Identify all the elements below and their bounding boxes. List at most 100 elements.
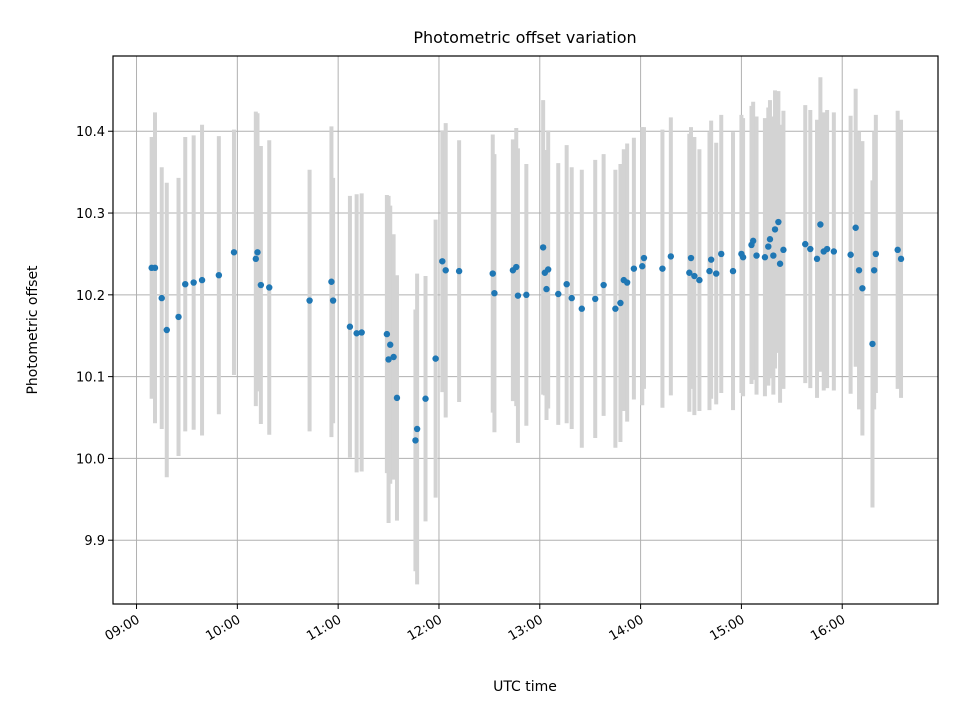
data-point — [855, 267, 863, 274]
data-point — [252, 255, 260, 263]
data-point — [852, 224, 859, 231]
data-point — [766, 236, 774, 243]
data-point — [514, 292, 522, 299]
data-point — [568, 294, 575, 302]
data-point — [592, 295, 599, 303]
data-point — [770, 252, 777, 259]
data-point — [555, 290, 562, 298]
data-point — [617, 299, 624, 307]
data-point — [393, 394, 401, 402]
data-point — [163, 326, 170, 334]
data-point — [230, 249, 238, 256]
data-point — [563, 280, 570, 288]
data-point — [640, 254, 648, 262]
data-point — [266, 284, 273, 291]
y-tick-label: 10.3 — [76, 207, 105, 222]
plot-frame — [112, 55, 939, 605]
data-point — [215, 272, 223, 279]
data-point — [869, 340, 876, 348]
data-point — [306, 297, 313, 304]
chart-title: Photometric offset variation — [413, 28, 636, 47]
data-point — [329, 297, 337, 304]
data-point — [182, 280, 189, 288]
data-point — [543, 285, 550, 293]
y-tick-label: 10.0 — [76, 452, 105, 467]
data-point — [776, 260, 784, 267]
data-point — [870, 267, 878, 274]
data-point — [696, 276, 703, 284]
y-tick-label: 10.2 — [76, 289, 105, 304]
data-point — [749, 237, 757, 245]
data-point — [175, 313, 182, 321]
data-point — [523, 291, 530, 299]
data-point — [729, 267, 737, 275]
data-point — [442, 267, 449, 274]
y-tick-label: 10.4 — [76, 125, 105, 140]
data-point — [807, 245, 814, 253]
data-point — [387, 341, 394, 348]
data-point — [539, 244, 547, 251]
data-point — [328, 278, 335, 285]
data-point — [667, 253, 675, 260]
data-point — [254, 249, 261, 256]
data-point — [847, 251, 854, 258]
data-point — [718, 250, 725, 258]
data-point — [358, 329, 365, 336]
data-point — [190, 279, 197, 286]
data-point — [151, 264, 159, 272]
data-point — [491, 289, 498, 297]
y-axis-label: Photometric offset — [25, 265, 41, 395]
data-point — [872, 250, 880, 258]
data-point — [353, 330, 360, 337]
data-point — [455, 267, 463, 275]
data-point — [713, 270, 720, 277]
data-point — [687, 254, 695, 262]
data-point — [422, 395, 429, 402]
y-tick-label: 9.9 — [84, 534, 105, 549]
data-points — [148, 218, 905, 444]
data-point — [813, 255, 821, 263]
data-point — [691, 272, 698, 280]
data-point — [390, 353, 397, 361]
data-point — [830, 248, 838, 255]
data-point — [686, 269, 693, 276]
data-point — [612, 305, 619, 312]
data-point — [659, 265, 666, 272]
data-point — [489, 270, 496, 277]
data-point — [761, 254, 769, 261]
data-point — [513, 263, 520, 271]
data-point — [198, 276, 206, 284]
data-point — [623, 279, 631, 286]
x-axis-label: UTC time — [493, 679, 557, 695]
data-point — [817, 221, 824, 228]
data-point — [897, 255, 905, 263]
data-point — [412, 437, 419, 444]
data-point — [859, 285, 866, 292]
data-point — [706, 267, 713, 275]
data-point — [639, 263, 646, 270]
data-point — [383, 330, 391, 338]
data-point — [802, 240, 809, 248]
data-point — [413, 425, 421, 433]
data-point — [707, 256, 715, 263]
y-tick-label: 10.1 — [76, 371, 105, 386]
data-point — [823, 245, 831, 253]
data-point — [439, 258, 446, 265]
data-point — [894, 246, 901, 254]
data-point — [630, 265, 638, 272]
data-point — [432, 355, 439, 362]
data-point — [771, 226, 779, 233]
data-point — [775, 218, 782, 226]
data-point — [765, 243, 772, 250]
data-point — [578, 305, 585, 312]
data-point — [544, 266, 552, 273]
data-point — [780, 246, 787, 254]
data-point — [600, 281, 607, 289]
data-point — [753, 252, 760, 259]
data-point — [739, 254, 747, 261]
data-point — [346, 323, 354, 330]
data-point — [158, 294, 165, 302]
data-point — [385, 356, 392, 363]
data-point — [257, 281, 265, 289]
